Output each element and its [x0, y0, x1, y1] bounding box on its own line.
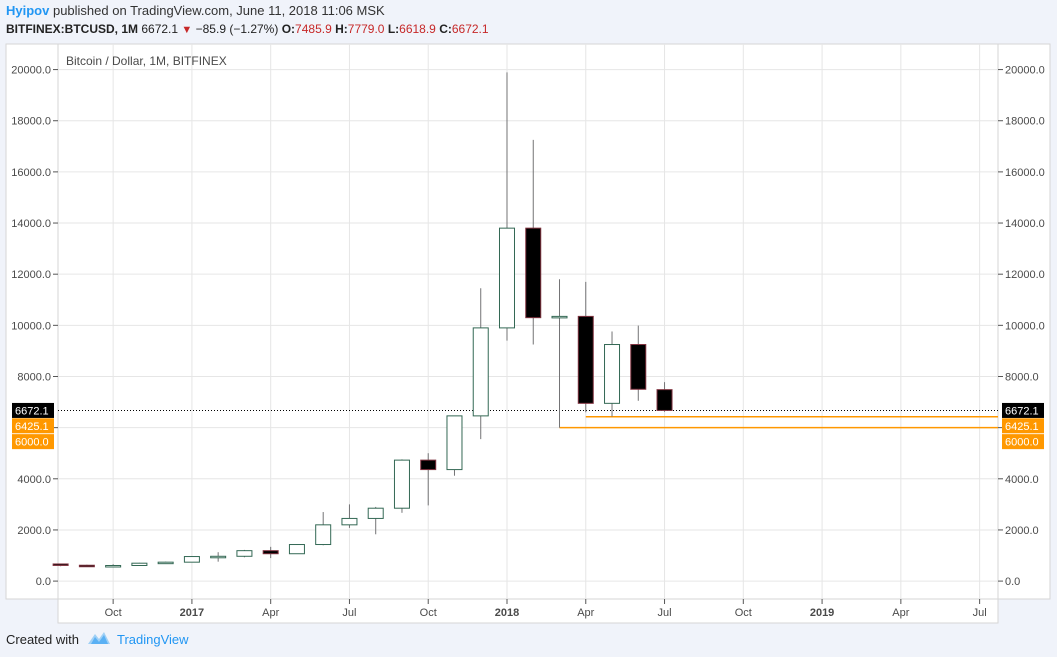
y-tick-label-right: 10000.0	[1005, 320, 1045, 332]
author-name[interactable]: Hyipov	[6, 3, 50, 18]
y-tick-label-left: 8000.0	[17, 371, 51, 383]
price-tag-bg	[1002, 434, 1044, 450]
x-tick-label: Apr	[892, 607, 909, 619]
candle-body	[157, 561, 174, 565]
right-axis-area	[997, 43, 1051, 600]
y-tick-label-left: 0.0	[36, 576, 51, 588]
candle-body	[288, 544, 305, 555]
price-tag-bg	[12, 402, 54, 418]
high-label: H:	[335, 22, 348, 36]
candles	[52, 72, 673, 568]
plot-area	[57, 43, 999, 600]
y-tick-label-right: 14000.0	[1005, 218, 1045, 230]
publish-info: Hyipov published on TradingView.com, Jun…	[6, 3, 385, 18]
price-tag-bg	[12, 418, 54, 434]
open-value: 7485.9	[295, 22, 332, 36]
close-label: C:	[439, 22, 452, 36]
price-tag-bg	[12, 434, 54, 450]
candle-body	[236, 550, 253, 557]
y-tick-label-right: 18000.0	[1005, 116, 1045, 128]
x-tick-label: Jul	[658, 607, 672, 619]
price-tag-label: 6425.1	[1005, 421, 1039, 433]
low-label: L:	[387, 22, 400, 36]
y-tick-label-left: 2000.0	[17, 525, 51, 537]
x-tick-label: Jul	[973, 607, 987, 619]
candle-body	[472, 327, 489, 417]
candle-body	[604, 344, 621, 404]
left-axis-area	[5, 43, 59, 600]
y-tick-label-right: 0.0	[1005, 576, 1020, 588]
candle-body	[498, 227, 515, 329]
footer: Created with TradingView	[6, 631, 189, 648]
x-tick-label: Oct	[105, 607, 122, 619]
candle-body	[525, 227, 542, 319]
y-tick-label-left: 4000.0	[17, 474, 51, 486]
candle-body	[630, 344, 647, 390]
price-tag-bg	[1002, 402, 1044, 418]
candle-body	[105, 564, 122, 568]
candle-body	[131, 562, 148, 566]
y-tick-label-right: 12000.0	[1005, 269, 1045, 281]
x-tick-label: 2017	[180, 607, 204, 619]
candle-body	[341, 517, 358, 526]
tradingview-logo-icon[interactable]	[87, 631, 111, 648]
y-tick-label-left: 10000.0	[11, 320, 51, 332]
high-value: 7779.0	[347, 22, 385, 36]
price-tag-label: 6672.1	[1005, 405, 1039, 417]
candle-body	[420, 459, 437, 471]
y-tick-label-left: 20000.0	[11, 65, 51, 77]
price-tag-label: 6000.0	[15, 437, 49, 449]
x-axis: Oct 2017 Apr Jul Oct 2018 Apr Jul Oct 2019 Apr Jul	[105, 599, 987, 619]
last-price: 6672.1	[141, 22, 179, 36]
candle-body	[656, 389, 673, 411]
y-tick-label-right: 2000.0	[1005, 525, 1039, 537]
candle-body	[183, 556, 200, 563]
price-tag-label: 6425.1	[15, 421, 49, 433]
price-change: −85.9 (−1.27%)	[195, 22, 279, 36]
y-tick-label-left: 14000.0	[11, 218, 51, 230]
symbol-label: BITFINEX:BTCUSD, 1M	[6, 22, 138, 36]
x-tick-label: Apr	[262, 607, 279, 619]
candle-body	[78, 564, 95, 568]
horizontal-lines	[58, 409, 998, 429]
y-tick-label-left: 18000.0	[11, 116, 51, 128]
grid-lines	[58, 44, 998, 599]
chart-title: Bitcoin / Dollar, 1M, BITFINEX	[66, 54, 227, 68]
ohlc-legend: BITFINEX:BTCUSD, 1M 6672.1 ▼ −85.9 (−1.2…	[6, 22, 489, 36]
candle-body	[52, 563, 69, 566]
created-with-text: Created with	[6, 632, 79, 647]
tradingview-brand-link[interactable]: TradingView	[116, 632, 189, 647]
candle-body	[315, 524, 332, 546]
open-label: O:	[281, 22, 296, 36]
candle-body	[551, 315, 568, 319]
y-tick-label-right: 8000.0	[1005, 371, 1039, 383]
close-value: 6672.1	[451, 22, 489, 36]
y-tick-label-right: 4000.0	[1005, 474, 1039, 486]
price-tag-label: 6000.0	[1005, 437, 1039, 449]
candle-body	[367, 507, 384, 519]
bottom-axis-area	[57, 598, 999, 624]
candle-body	[262, 550, 279, 555]
y-tick-label-right: 16000.0	[1005, 167, 1045, 179]
price-tags: 6672.1 6672.1 6425.1 6425.1 6000.0 6000.0	[12, 402, 1044, 450]
price-tag-bg	[1002, 418, 1044, 434]
x-tick-label: 2018	[495, 607, 519, 619]
x-tick-label: Jul	[342, 607, 356, 619]
candle-body	[393, 459, 410, 509]
candle-body	[210, 555, 227, 559]
candle-body	[577, 315, 594, 404]
y-tick-label-left: 16000.0	[11, 167, 51, 179]
x-tick-label: Apr	[577, 607, 594, 619]
published-text: published on TradingView.com, June 11, 2…	[52, 3, 385, 18]
x-tick-label: Oct	[735, 607, 752, 619]
y-tick-label-left: 12000.0	[11, 269, 51, 281]
price-tag-label: 6672.1	[15, 405, 49, 417]
candle-body	[446, 415, 463, 471]
x-tick-label: 2019	[810, 607, 834, 619]
x-tick-label: Oct	[420, 607, 437, 619]
low-value: 6618.9	[399, 22, 436, 36]
y-tick-label-right: 20000.0	[1005, 65, 1045, 77]
down-arrow-icon: ▼	[181, 24, 193, 36]
